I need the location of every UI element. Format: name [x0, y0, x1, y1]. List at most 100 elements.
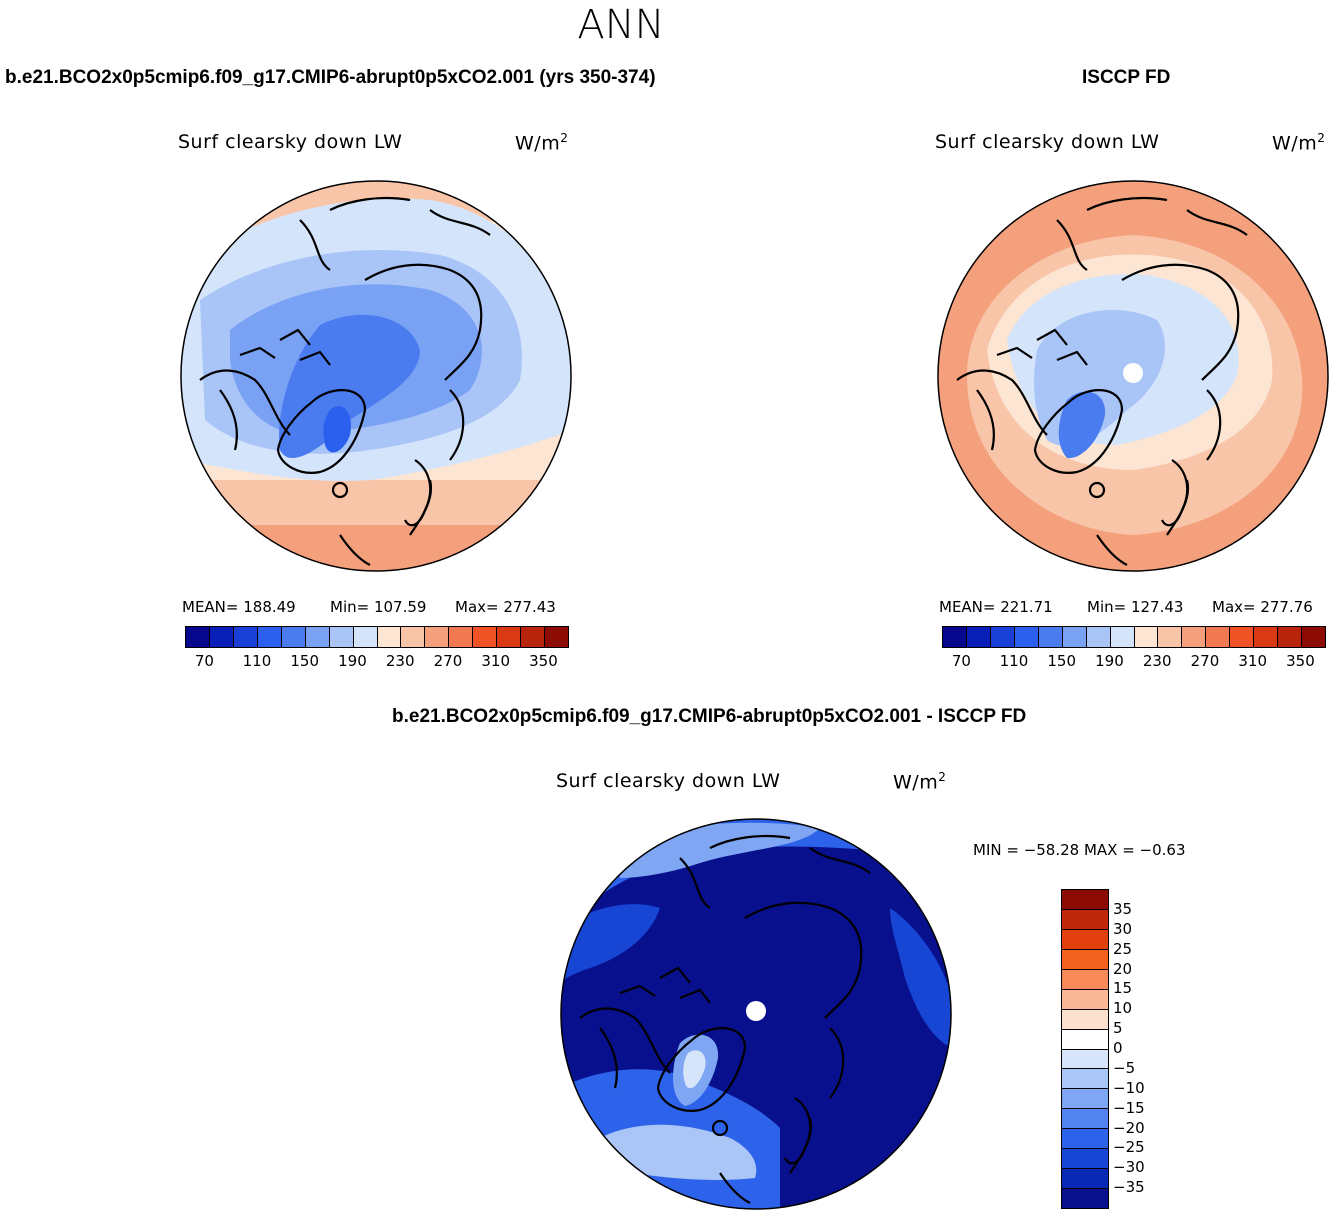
left-colorbar-tick-label: 190 [338, 652, 367, 670]
diff-colorbar-swatch [1062, 989, 1108, 1010]
left-colorbar-swatch [425, 627, 450, 647]
right-colorbar-swatch [1302, 627, 1325, 647]
left-colorbar-swatch [545, 627, 568, 647]
diff-colorbar-swatch [1062, 1109, 1108, 1130]
right-coast-siberia [1056, 196, 1248, 271]
left-colorbar-swatch [281, 627, 306, 647]
diff-colorbar-tick-label: 35 [1113, 899, 1133, 918]
diff-colorbar-tick-label: 10 [1113, 999, 1133, 1018]
right-colorbar-tick-label: 350 [1286, 652, 1315, 670]
left-colorbar-tick-label: 310 [481, 652, 511, 670]
diff-colorbar-swatch [1062, 929, 1108, 950]
right-colorbar-swatch [1278, 627, 1303, 647]
left-panel-title: b.e21.BCO2x0p5cmip6.f09_g17.CMIP6-abrupt… [5, 67, 656, 88]
left-colorbar-swatch [353, 627, 378, 647]
left-coast-iceland [331, 481, 349, 499]
right-coast-canada [956, 328, 1088, 451]
left-colorbar-swatch [521, 627, 546, 647]
right-colorbar-swatch [1014, 627, 1039, 647]
diff-colorbar-ticks: 35 30 25 20 15 10 5 0 −5 −10 −15 −20 −25 −30 −35 [1113, 889, 1173, 1207]
left-coast-canada [199, 328, 331, 451]
left-field-greenland-core [323, 406, 351, 453]
left-colorbar-swatch [186, 627, 210, 647]
left-colorbar-swatch [209, 627, 234, 647]
left-variable-label: Surf clearsky down LW [178, 131, 403, 153]
right-colorbar-swatch [1206, 627, 1231, 647]
left-colorbar-swatch [257, 627, 282, 647]
left-colorbar-swatch [401, 627, 426, 647]
diff-panel-title: b.e21.BCO2x0p5cmip6.f09_g17.CMIP6-abrupt… [392, 706, 1027, 727]
right-colorbar-swatch [1158, 627, 1183, 647]
left-colorbar-swatch [449, 627, 474, 647]
right-max-label: Max= 277.76 [1212, 598, 1313, 616]
right-units-label: W/m2 [1272, 131, 1326, 155]
right-min-label: Min= 127.43 [1087, 598, 1184, 616]
left-colorbar-ticks: 70 110 150 190 230 270 310 350 [185, 652, 567, 672]
right-colorbar-swatch [1254, 627, 1279, 647]
left-field-south-rim [181, 525, 571, 571]
diff-coast-siberia [679, 834, 871, 909]
right-colorbar-tick-label: 150 [1047, 652, 1077, 670]
diff-colorbar-tick-label: −10 [1113, 1078, 1145, 1097]
diff-colorbar-tick-label: −35 [1113, 1178, 1145, 1197]
diff-variable-label: Surf clearsky down LW [556, 770, 781, 792]
diff-coast-greenland [656, 1027, 747, 1112]
right-polar-map [937, 180, 1329, 572]
diff-colorbar-tick-label: 30 [1113, 919, 1133, 938]
right-colorbar-swatch [1086, 627, 1111, 647]
left-colorbar-tick-label: 270 [433, 652, 463, 670]
left-colorbar [185, 626, 569, 648]
right-colorbar-tick-label: 270 [1190, 652, 1220, 670]
left-colorbar-tick-label: 350 [529, 652, 558, 670]
diff-colorbar-swatch [1062, 949, 1108, 970]
diff-colorbar-tick-label: 0 [1113, 1039, 1123, 1057]
diff-colorbar-swatch [1062, 1029, 1108, 1050]
right-coast-eurasia [1096, 263, 1240, 566]
right-colorbar-swatch [1110, 627, 1135, 647]
left-colorbar-swatch [305, 627, 330, 647]
left-colorbar-swatch [377, 627, 402, 647]
diff-colorbar-swatch [1062, 1089, 1108, 1110]
left-colorbar-swatch [473, 627, 498, 647]
left-max-label: Max= 277.43 [455, 598, 556, 616]
diff-polar-map [560, 818, 952, 1210]
diff-colorbar-swatch [1062, 1169, 1108, 1190]
left-min-label: Min= 107.59 [330, 598, 427, 616]
right-colorbar-swatch [1062, 627, 1087, 647]
left-colorbar-tick-label: 70 [194, 652, 214, 670]
diff-field-west [561, 904, 660, 983]
right-coast-scandinavia [1161, 459, 1189, 527]
diff-colorbar-swatch [1062, 1069, 1108, 1090]
right-colorbar-swatch [943, 627, 967, 647]
left-colorbar-tick-label: 230 [385, 652, 415, 670]
left-colorbar-swatch [233, 627, 258, 647]
diff-coast-iceland [711, 1119, 729, 1137]
right-colorbar-swatch [1038, 627, 1063, 647]
right-colorbar-swatch [966, 627, 991, 647]
diff-colorbar-swatch [1062, 1129, 1108, 1150]
diff-coast-eurasia [719, 901, 863, 1204]
right-colorbar-swatch [1230, 627, 1255, 647]
diff-colorbar-tick-label: −25 [1113, 1138, 1145, 1157]
right-panel-title: ISCCP FD [1082, 67, 1171, 88]
diff-colorbar-tick-label: 5 [1113, 1019, 1123, 1038]
left-polar-map [180, 180, 572, 572]
right-variable-label: Surf clearsky down LW [935, 131, 1160, 153]
left-coast-greenland [276, 389, 367, 474]
diff-field-east [890, 908, 951, 1048]
diff-colorbar-tick-label: 15 [1113, 979, 1133, 998]
right-coast-greenland [1033, 389, 1124, 474]
diff-colorbar [1061, 889, 1109, 1209]
right-colorbar-ticks: 70 110 150 190 230 270 310 350 [942, 652, 1324, 672]
left-coast-siberia [299, 196, 491, 271]
left-coast-eurasia [339, 263, 483, 566]
right-coast-iceland [1088, 481, 1106, 499]
diff-colorbar-swatch [1062, 909, 1108, 930]
diff-colorbar-tick-label: −30 [1113, 1158, 1145, 1177]
right-missing-pole [1123, 363, 1143, 383]
right-field-greenland [1058, 391, 1106, 459]
left-coast-scandinavia [404, 459, 432, 527]
right-colorbar-swatch [1134, 627, 1159, 647]
left-colorbar-tick-label: 150 [290, 652, 320, 670]
right-colorbar-swatch [1182, 627, 1207, 647]
